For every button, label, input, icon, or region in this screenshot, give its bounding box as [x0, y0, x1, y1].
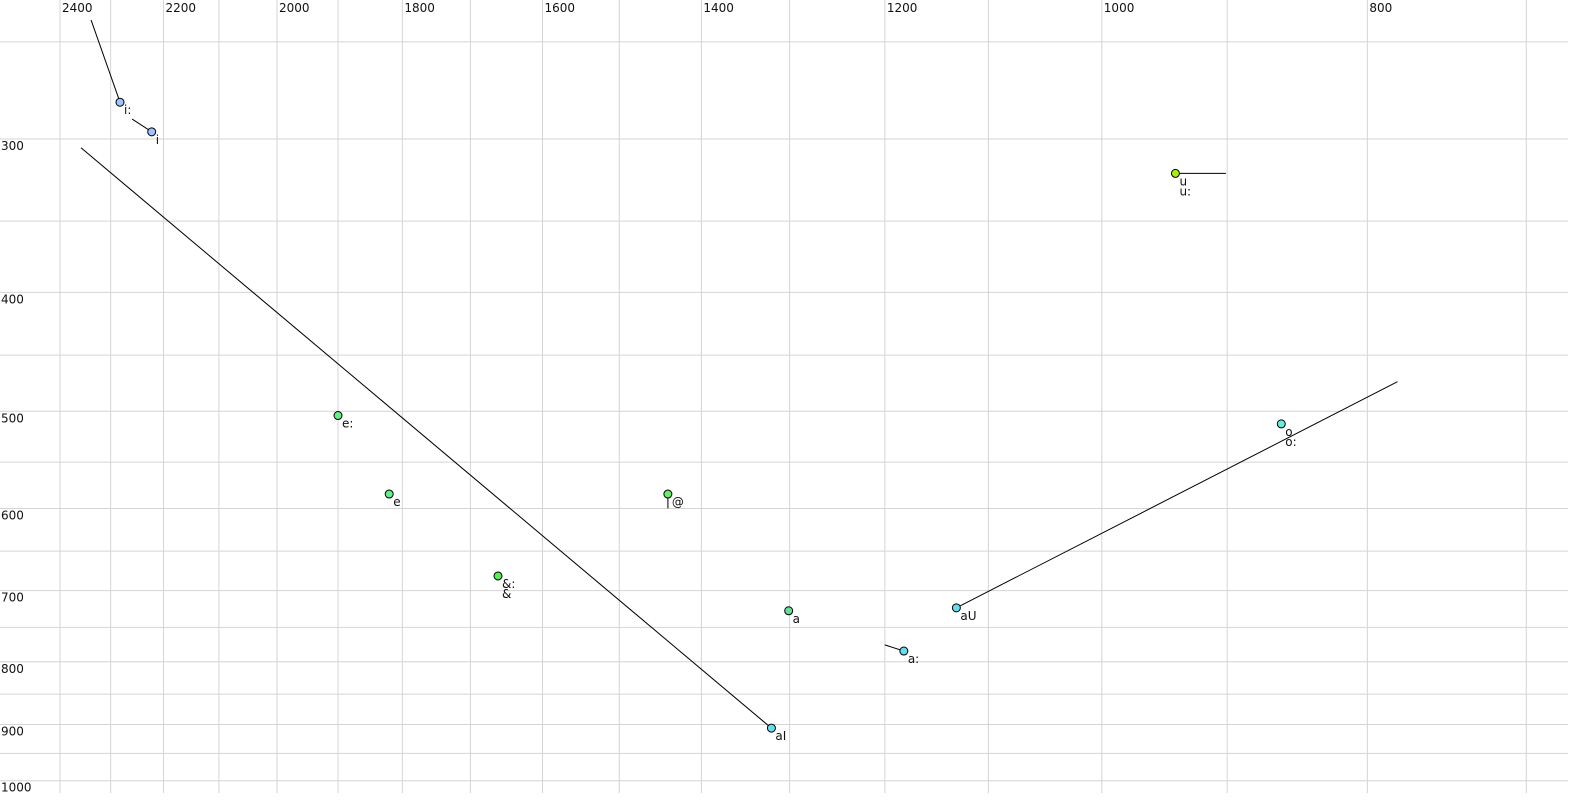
formant-tracks	[80, 19, 1398, 729]
y-tick-label: 1000	[1, 781, 32, 795]
vowel-point	[384, 489, 394, 499]
y-tick-label: 500	[1, 411, 24, 425]
vowel-label: o	[1285, 425, 1292, 439]
y-tick-label: 700	[1, 591, 24, 605]
formant-track	[956, 381, 1398, 609]
x-tick-label: 1000	[1104, 1, 1135, 15]
vowel-point	[115, 97, 125, 107]
vowel-point	[147, 127, 157, 137]
vowel-label: &:	[502, 577, 515, 591]
y-tick-label: 400	[1, 292, 24, 306]
x-tick-label: 800	[1369, 1, 1392, 15]
vowel-label: e:	[342, 417, 353, 431]
y-tick-label: 800	[1, 662, 24, 676]
vowel-points: i: i uu: e: e @ &:& a aI a: aU oo:	[115, 97, 1297, 743]
x-tick-label: 2400	[62, 1, 93, 15]
vowel-label: u:	[1179, 184, 1191, 198]
vowel-point	[951, 603, 961, 613]
vowel-point	[784, 606, 794, 616]
tick-labels: 2400 2200 2000 1800 1600 1400 1200 1000 800 300 40…	[1, 1, 1392, 795]
vowel-point	[493, 571, 503, 581]
vowel-point	[766, 723, 776, 733]
vowel-label: i:	[124, 103, 131, 117]
vowel-label: i	[156, 133, 159, 147]
formant-track	[80, 147, 772, 729]
vowel-label: e	[393, 495, 400, 509]
y-tick-label: 900	[1, 725, 24, 739]
vowel-point	[663, 489, 673, 499]
y-tick-label: 600	[1, 508, 24, 522]
vowel-point	[899, 646, 909, 656]
x-tick-label: 2000	[279, 1, 310, 15]
vowel-point	[333, 411, 343, 421]
vowel-point	[1170, 168, 1180, 178]
vowel-label: &	[502, 587, 511, 601]
x-tick-label: 1800	[404, 1, 435, 15]
x-tick-label: 1600	[545, 1, 576, 15]
vowel-label: @	[672, 495, 684, 509]
vowel-label: u	[1179, 174, 1187, 188]
vowel-label: aU	[960, 609, 976, 623]
vowel-point	[1276, 419, 1286, 429]
x-tick-label: 1400	[703, 1, 734, 15]
vowel-label: aI	[775, 729, 786, 743]
x-tick-label: 1200	[887, 1, 918, 15]
y-tick-label: 300	[1, 139, 24, 153]
x-tick-label: 2200	[166, 1, 197, 15]
vowel-label: a	[793, 612, 800, 626]
vowel-label: o:	[1285, 435, 1296, 449]
vowel-label: a:	[908, 652, 919, 666]
formant-track	[90, 19, 121, 103]
